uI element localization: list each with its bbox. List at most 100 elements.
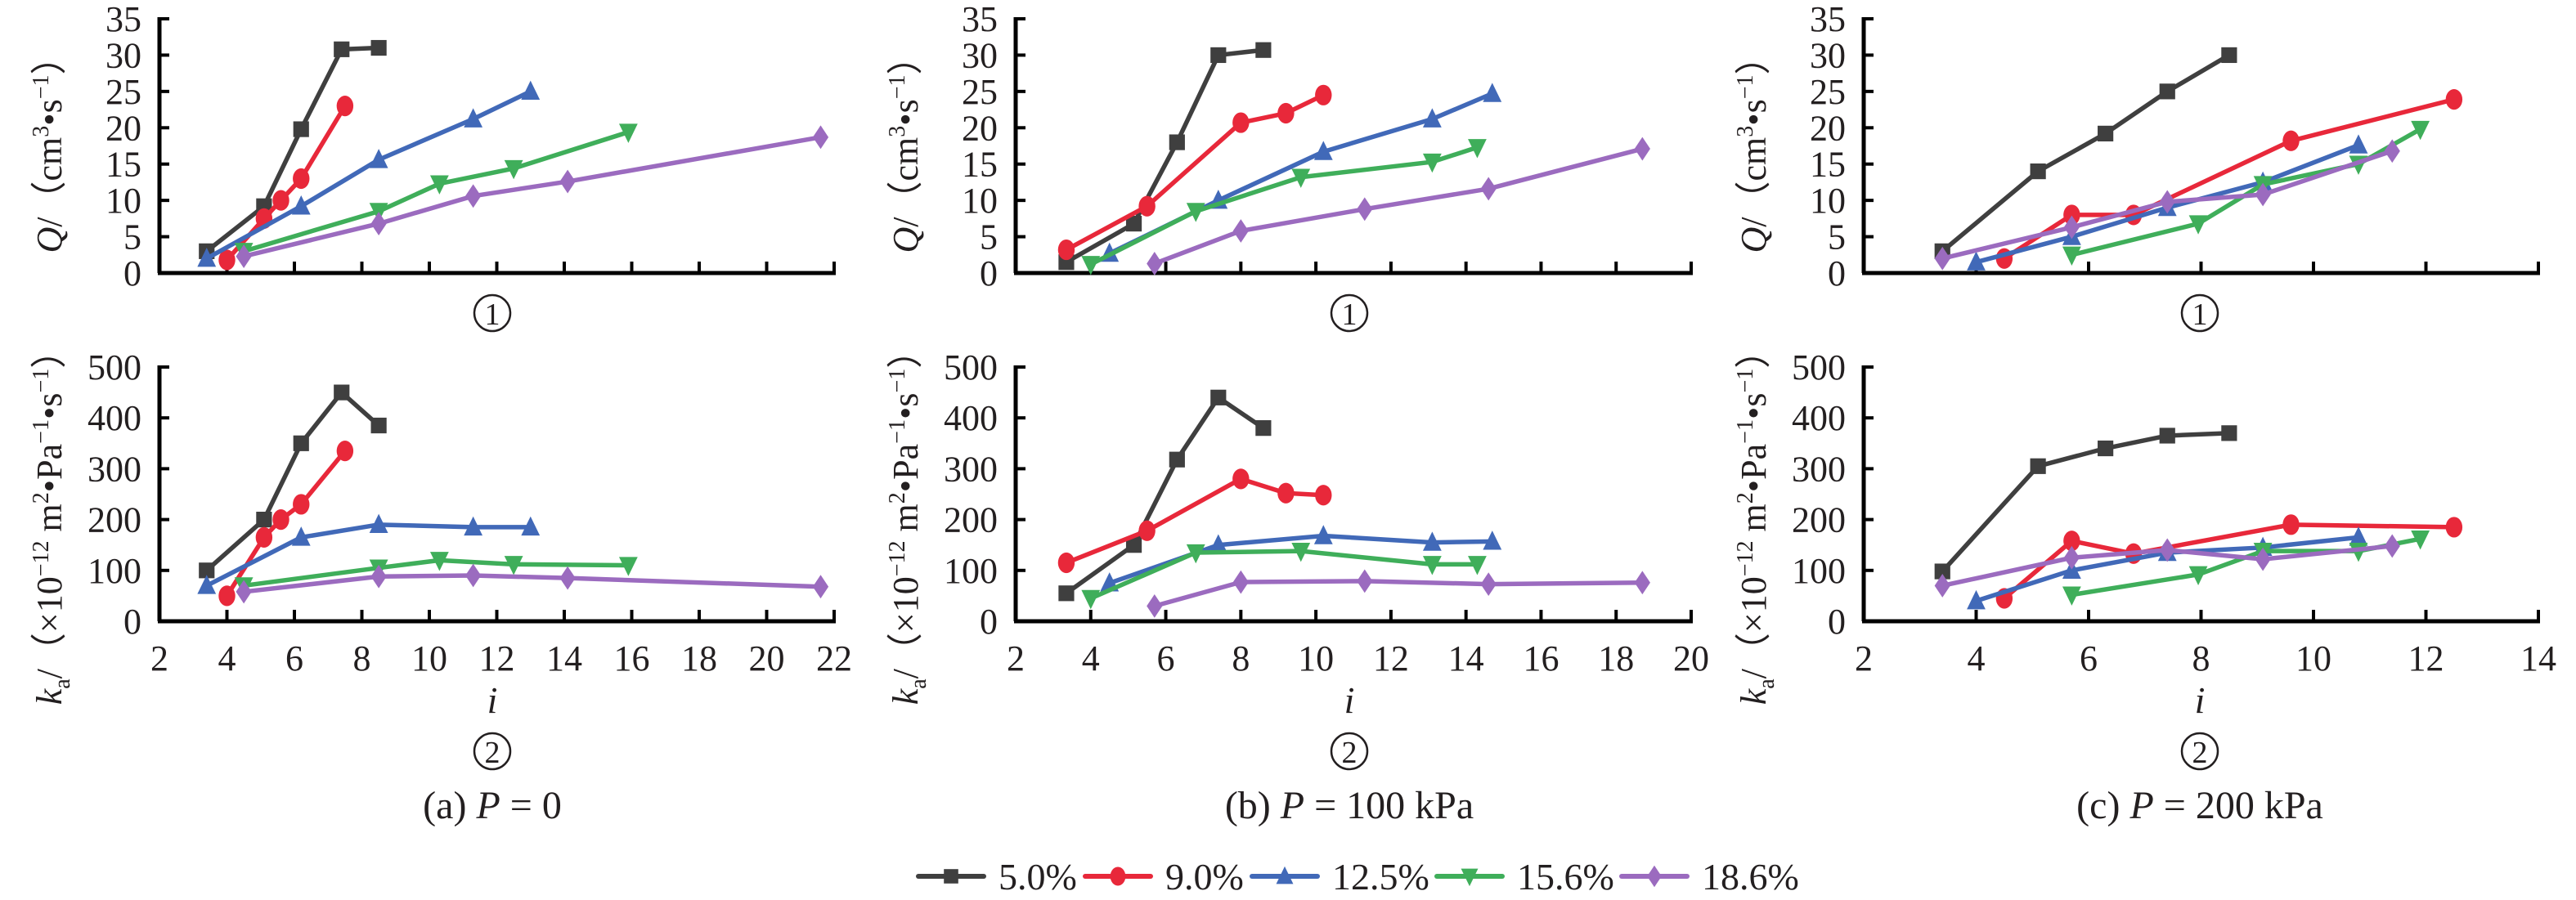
data-point-15.6% (1468, 556, 1487, 575)
y-tick-label: 300 (944, 449, 998, 489)
data-point-9.0% (2445, 517, 2463, 538)
data-point-18.6% (2384, 534, 2400, 558)
data-point-18.6% (1357, 197, 1373, 222)
x-axis-label: i (2195, 679, 2206, 721)
panel-a-ka: 0 100 200 300 400 500 2 4 6 8 10 12 14 16 18 20 22 ka/（×1… (29, 333, 852, 827)
y-tick-label: 20 (1810, 108, 1846, 148)
x-tick-label: 8 (353, 638, 371, 678)
data-point-5.0% (1210, 47, 1227, 64)
data-point-12.5% (1483, 83, 1502, 102)
data-point-18.6% (812, 125, 829, 150)
legend-item-9.0%: 9.0% (1083, 856, 1244, 898)
data-point-5.0% (2159, 428, 2175, 444)
x-tick-label: 6 (285, 638, 303, 678)
data-point-18.6% (370, 212, 387, 235)
x-tick-label: 8 (2192, 638, 2210, 678)
data-point-9.0% (1138, 195, 1156, 217)
circle-outline (2180, 732, 2219, 771)
y-tick-label: 10 (105, 181, 141, 221)
data-point-18.6% (1232, 219, 1249, 243)
y-axis-label: Q/（cm3•s−1） (29, 38, 70, 253)
data-point-18.6% (1634, 137, 1650, 161)
data-point-15.6% (618, 557, 638, 576)
data-point-12.5% (2349, 526, 2368, 546)
series-line-15.6% (243, 129, 630, 253)
y-tick-label: 500 (944, 347, 998, 387)
data-point-12.5% (464, 516, 483, 536)
legend-marker-circle (1110, 866, 1126, 886)
legend-item-15.6%: 15.6% (1434, 856, 1614, 898)
y-tick-label: 0 (1828, 253, 1846, 293)
data-point-18.6% (559, 566, 576, 590)
data-point-5.0% (1169, 451, 1185, 468)
data-point-9.0% (2282, 514, 2300, 535)
y-tick-label: 30 (105, 35, 141, 75)
data-point-15.6% (2411, 120, 2430, 141)
data-point-18.6% (1147, 593, 1163, 618)
data-point-18.6% (559, 169, 576, 194)
y-tick-label: 200 (1792, 500, 1846, 540)
data-point-12.5% (1483, 531, 1502, 550)
caption-variable: P (2129, 784, 2153, 827)
data-point-15.6% (1081, 256, 1101, 275)
subplot-number: 1 (1342, 298, 1358, 332)
panel-caption: (c) P = 200 kPa (2076, 784, 2323, 827)
x-tick-label: 20 (1673, 638, 1709, 678)
y-tick-label: 25 (105, 72, 141, 112)
x-tick-label: 16 (614, 638, 650, 678)
data-point-9.0% (293, 168, 310, 190)
y-tick-label: 100 (1792, 551, 1846, 591)
data-point-18.6% (1480, 572, 1497, 596)
y-tick-label: 100 (88, 551, 141, 591)
data-point-15.6% (1291, 542, 1311, 562)
data-point-5.0% (256, 512, 272, 528)
y-tick-label: 15 (105, 145, 141, 185)
panel-b-ka: 0 100 200 300 400 500 2 4 6 8 10 12 14 16 18 20 ka/（×10−… (885, 333, 1709, 827)
y-tick-label: 35 (962, 0, 998, 39)
y-tick-label: 200 (88, 500, 141, 540)
data-point-12.5% (1209, 534, 1228, 553)
data-point-12.5% (464, 108, 483, 128)
subplot-number: 2 (485, 736, 500, 770)
y-tick-label: 15 (962, 145, 998, 185)
data-point-5.0% (293, 121, 309, 137)
series-line-18.6% (1154, 579, 1643, 608)
data-point-18.6% (812, 575, 829, 599)
data-point-15.6% (618, 123, 638, 143)
y-tick-label: 300 (88, 449, 141, 489)
y-axis-label: ka/（×10−12 m2•Pa−1•s−1） (885, 333, 931, 705)
legend-label: 18.6% (1702, 856, 1799, 898)
data-point-15.6% (429, 552, 449, 571)
x-tick-label: 12 (1373, 638, 1409, 678)
data-point-12.5% (1967, 251, 1986, 271)
y-tick-label: 400 (88, 398, 141, 438)
data-point-15.6% (2188, 566, 2208, 585)
x-tick-label: 16 (1523, 638, 1559, 678)
data-point-12.5% (291, 195, 311, 215)
y-tick-label: 25 (962, 72, 998, 112)
y-tick-label: 5 (980, 217, 998, 257)
data-point-15.6% (1468, 139, 1487, 159)
y-axis-label: Q/（cm3•s−1） (885, 38, 926, 253)
data-point-18.6% (2384, 139, 2400, 163)
legend-item-5.0%: 5.0% (916, 856, 1077, 898)
data-point-12.5% (521, 516, 541, 536)
legend-marker-square (944, 869, 958, 884)
y-tick-label: 0 (123, 602, 141, 642)
x-tick-label: 12 (2408, 638, 2444, 678)
data-point-15.6% (1081, 589, 1101, 610)
data-point-5.0% (2159, 83, 2175, 100)
circle-outline (473, 293, 512, 333)
data-point-9.0% (218, 585, 236, 607)
x-tick-label: 18 (681, 638, 717, 678)
data-point-18.6% (1480, 177, 1497, 201)
series-line-18.6% (243, 135, 821, 259)
legend-label: 12.5% (1332, 856, 1429, 898)
x-tick-label: 2 (1855, 638, 1873, 678)
x-tick-label: 10 (2296, 638, 2331, 678)
data-point-5.0% (334, 384, 350, 401)
data-point-9.0% (272, 190, 289, 211)
data-point-12.5% (1422, 531, 1442, 551)
